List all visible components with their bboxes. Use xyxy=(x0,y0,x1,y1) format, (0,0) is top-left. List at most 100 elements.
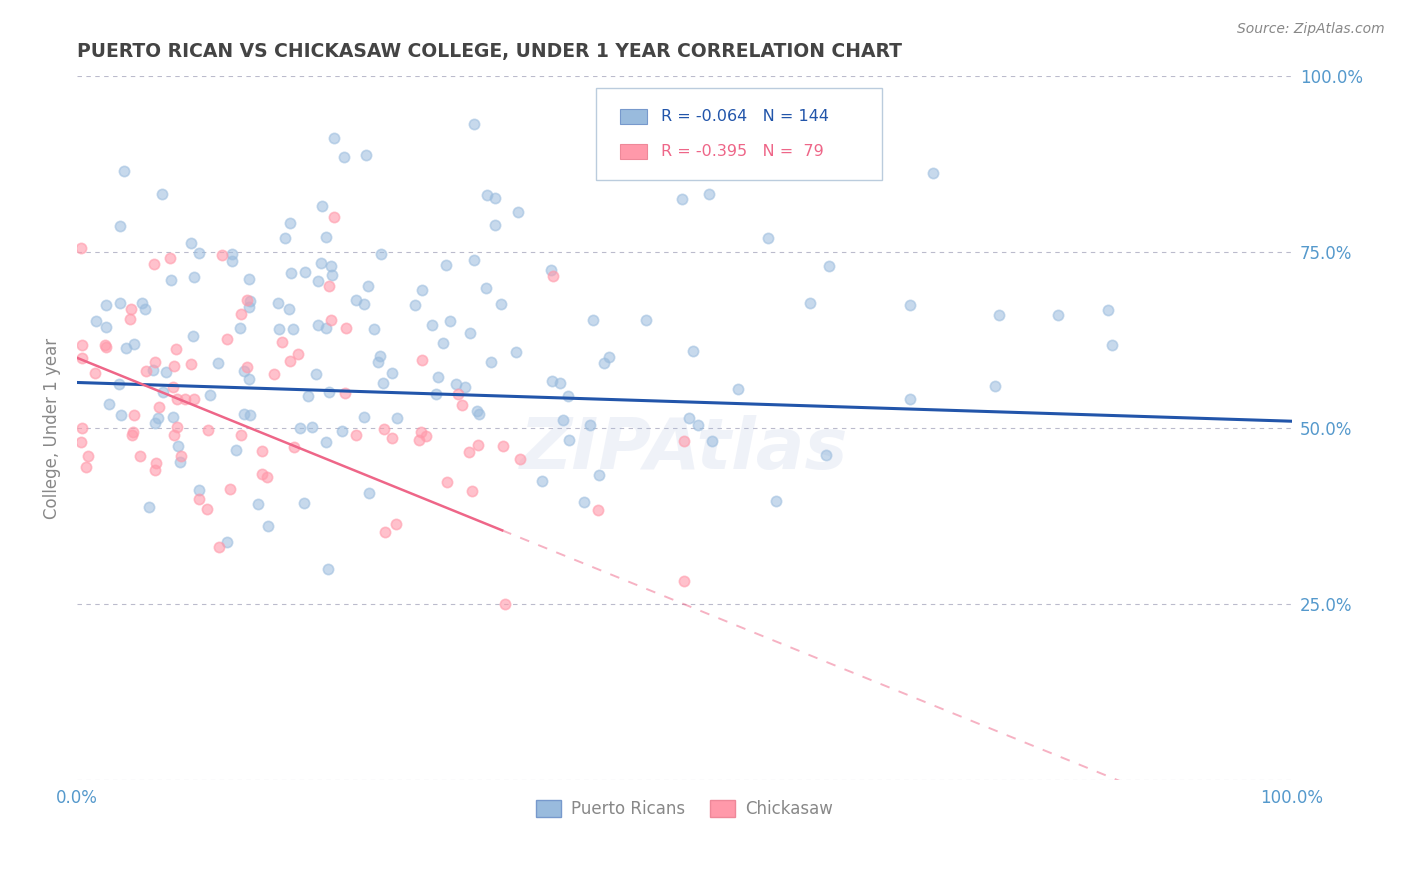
Point xyxy=(509,452,531,467)
Point xyxy=(381,366,404,380)
Point xyxy=(385,516,408,531)
Point xyxy=(634,312,657,326)
Point xyxy=(1101,338,1123,352)
Point xyxy=(290,421,312,435)
Point xyxy=(420,318,443,333)
Point xyxy=(697,187,720,202)
Point xyxy=(463,252,485,267)
Point xyxy=(354,148,377,162)
Text: PUERTO RICAN VS CHICKASAW COLLEGE, UNDER 1 YEAR CORRELATION CHART: PUERTO RICAN VS CHICKASAW COLLEGE, UNDER… xyxy=(77,42,903,61)
Point xyxy=(439,314,461,328)
Point xyxy=(450,398,472,412)
Point xyxy=(319,259,342,273)
Point xyxy=(145,456,167,470)
Point xyxy=(163,359,186,374)
Point xyxy=(540,374,562,388)
Point xyxy=(294,265,316,279)
Point xyxy=(118,312,141,326)
Point xyxy=(174,392,197,406)
Point xyxy=(475,187,498,202)
Point xyxy=(166,419,188,434)
Point xyxy=(426,370,449,384)
Point xyxy=(283,440,305,454)
Point xyxy=(297,389,319,403)
Point xyxy=(574,495,596,509)
Point xyxy=(131,295,153,310)
Point xyxy=(357,278,380,293)
Point xyxy=(593,356,616,370)
Point xyxy=(434,258,457,272)
Point xyxy=(301,420,323,434)
Point xyxy=(628,104,651,119)
Point xyxy=(233,364,256,378)
Point xyxy=(215,332,238,346)
Point xyxy=(409,425,432,440)
Point xyxy=(588,502,610,516)
Point xyxy=(294,496,316,510)
Point xyxy=(94,320,117,334)
Point xyxy=(363,322,385,336)
Point xyxy=(491,439,513,453)
Point xyxy=(315,229,337,244)
Point xyxy=(221,253,243,268)
Point xyxy=(263,368,285,382)
Point xyxy=(94,340,117,354)
Point xyxy=(898,392,921,406)
Point xyxy=(479,355,502,369)
Point xyxy=(330,424,353,438)
Point xyxy=(159,252,181,266)
Point xyxy=(381,431,404,445)
Y-axis label: College, Under 1 year: College, Under 1 year xyxy=(44,338,60,519)
Point xyxy=(69,435,91,450)
Point xyxy=(180,236,202,251)
Point xyxy=(238,300,260,314)
Point xyxy=(319,313,342,327)
FancyBboxPatch shape xyxy=(596,88,883,180)
Point xyxy=(250,467,273,482)
Point xyxy=(484,219,506,233)
Point xyxy=(686,418,709,433)
Point xyxy=(169,449,191,463)
Point xyxy=(281,322,304,336)
Point xyxy=(671,192,693,206)
Point xyxy=(70,338,93,352)
Point xyxy=(922,166,945,180)
Point xyxy=(404,298,426,312)
Point xyxy=(315,321,337,335)
Point xyxy=(108,377,131,392)
Point xyxy=(333,386,356,401)
Point xyxy=(460,326,482,341)
Point xyxy=(588,467,610,482)
Point xyxy=(163,428,186,442)
Point xyxy=(540,262,562,277)
Point xyxy=(374,524,396,539)
Point xyxy=(307,274,329,288)
Point xyxy=(531,474,554,488)
Point xyxy=(467,438,489,452)
Point xyxy=(898,298,921,312)
Point xyxy=(112,163,135,178)
Point xyxy=(70,241,93,255)
Point xyxy=(353,410,375,425)
Point xyxy=(135,364,157,378)
Point xyxy=(415,429,437,443)
Point xyxy=(225,443,247,458)
Point xyxy=(494,597,516,611)
Text: ZIPAtlas: ZIPAtlas xyxy=(520,415,849,483)
Point xyxy=(553,413,575,427)
Point xyxy=(142,257,165,271)
Point xyxy=(165,343,187,357)
Point xyxy=(197,423,219,437)
Point xyxy=(142,363,165,377)
FancyBboxPatch shape xyxy=(620,144,647,160)
Point xyxy=(198,387,221,401)
Point xyxy=(541,268,564,283)
Point xyxy=(411,353,433,368)
Point xyxy=(152,385,174,400)
Point xyxy=(1097,302,1119,317)
Point xyxy=(335,320,357,334)
Point xyxy=(108,296,131,310)
Point xyxy=(188,483,211,497)
Point xyxy=(134,301,156,316)
Text: Source: ZipAtlas.com: Source: ZipAtlas.com xyxy=(1237,22,1385,37)
